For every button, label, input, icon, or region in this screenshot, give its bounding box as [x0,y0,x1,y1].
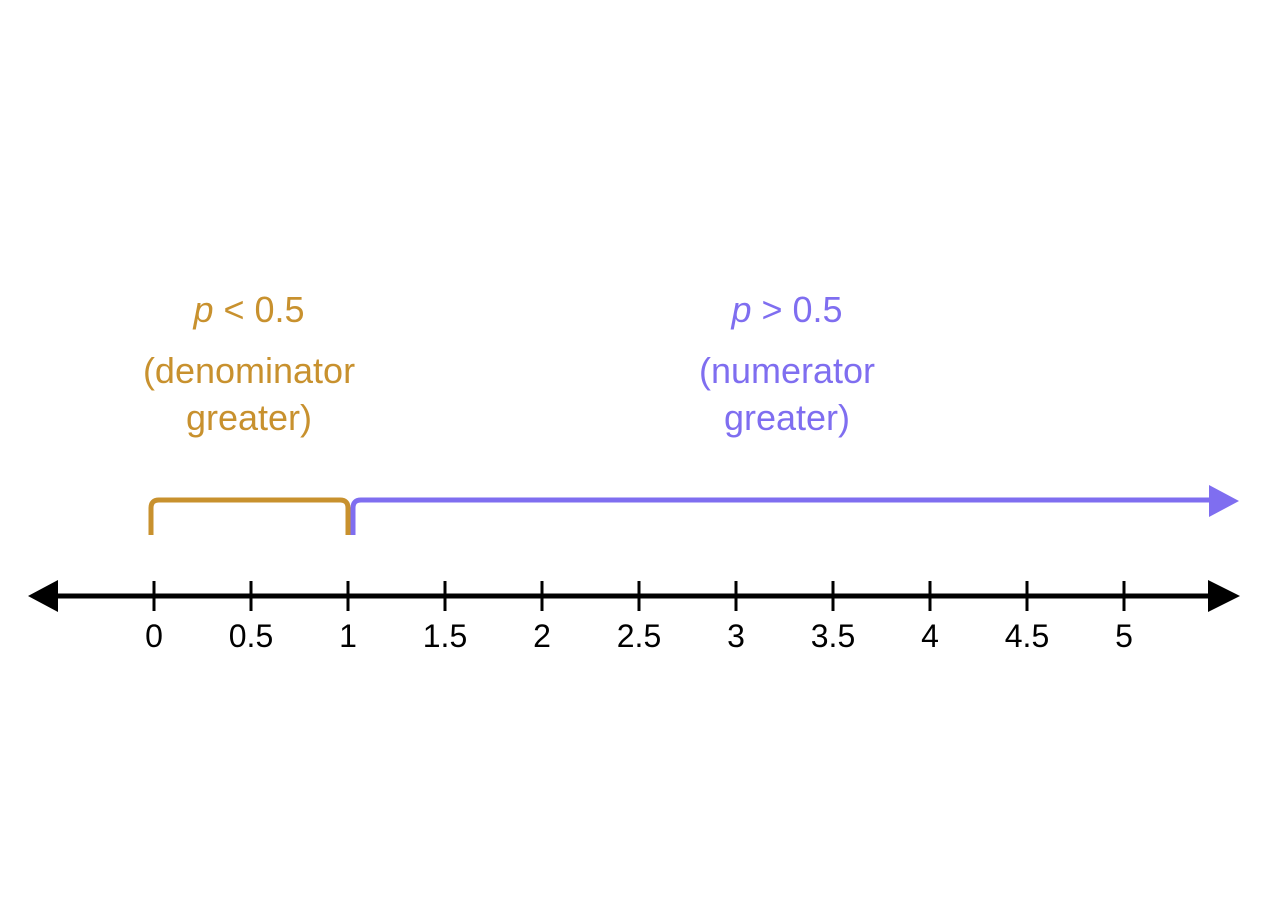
axis-tick-label: 3 [727,618,745,654]
axis-right-arrowhead [1208,580,1240,612]
axis-left-arrowhead [28,580,58,612]
axis-ticks: 0 0.5 1 1.5 2 2.5 3 3.5 4 4.5 5 [145,581,1133,654]
left-region-title: p < 0.5 [192,289,304,330]
right-region-relation: > 0.5 [751,289,842,330]
right-region-variable: p [730,289,751,330]
left-region-desc-line1: (denominator [143,350,355,391]
axis-tick-label: 2.5 [617,618,661,654]
right-region-title: p > 0.5 [730,289,842,330]
left-region-relation: < 0.5 [213,289,304,330]
axis-tick-label: 1.5 [423,618,467,654]
axis-tick-label: 2 [533,618,551,654]
right-region-arrowhead [1209,485,1239,517]
axis-tick-label: 3.5 [811,618,855,654]
axis-tick-label: 4.5 [1005,618,1049,654]
axis-tick-label: 4 [921,618,939,654]
right-region-desc-line1: (numerator [699,350,875,391]
right-region-ray [350,497,1214,535]
left-region-variable: p [192,289,213,330]
axis-tick-label: 1 [339,618,357,654]
right-region-desc-line2: greater) [724,397,850,438]
axis-tick-label: 0.5 [229,618,273,654]
left-region-bracket [148,497,351,535]
axis-tick-label: 5 [1115,618,1133,654]
left-region-desc-line2: greater) [186,397,312,438]
axis-tick-label: 0 [145,618,163,654]
